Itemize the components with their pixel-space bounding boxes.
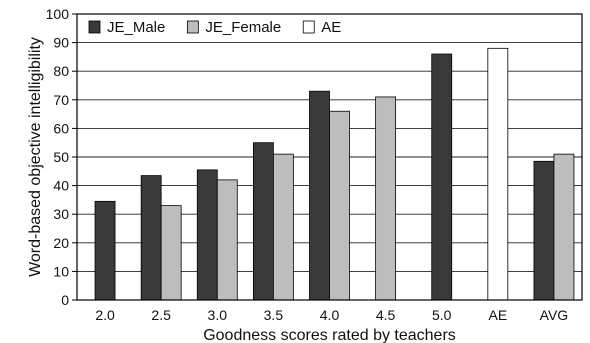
x-axis-ticks: 2.0 2.5 3.0 3.5 4.0 4.5 5.0 AE AVG [95, 307, 568, 323]
y-tick-label: 10 [53, 263, 69, 279]
bar-je-male-2-5 [140, 175, 162, 301]
y-tick-label: 0 [61, 292, 69, 308]
bar-je-female-4-5 [375, 96, 397, 301]
x-tick-label: 3.0 [208, 307, 228, 323]
x-axis-label: Goodness scores rated by teachers [203, 327, 456, 343]
bar-je-male-avg [533, 160, 555, 301]
bar-je-male-4-0 [309, 90, 330, 301]
y-tick-label: 40 [53, 178, 69, 194]
bars [94, 47, 575, 301]
x-tick-label: 3.5 [264, 307, 284, 323]
y-tick-label: 60 [53, 120, 69, 136]
x-tick-label: AVG [540, 307, 569, 323]
legend-swatch-je-female [186, 20, 199, 34]
y-tick-label: 30 [53, 206, 69, 222]
legend-swatch-ae [302, 20, 315, 34]
y-tick-label: 70 [53, 92, 69, 108]
y-tick-label: 80 [53, 63, 69, 79]
bar-je-male-5-0 [431, 53, 453, 301]
y-axis-label: Word-based objective intelligibility [27, 37, 44, 277]
x-tick-label: AE [488, 307, 507, 323]
y-tick-label: 50 [53, 149, 69, 165]
bar-je-male-3-5 [252, 142, 274, 301]
y-tick-label: 100 [46, 6, 70, 22]
legend-label: JE_Female [205, 19, 281, 36]
x-tick-label: 2.0 [95, 307, 115, 323]
bar-je-female-4-0 [329, 110, 350, 301]
bar-ae-ae [487, 47, 509, 301]
legend-label: AE [321, 19, 341, 36]
y-tick-label: 90 [53, 35, 69, 51]
legend-label: JE_Male [107, 19, 165, 36]
x-tick-label: 4.5 [376, 307, 396, 323]
y-tick-label: 20 [53, 235, 69, 251]
bar-je-female-3-0 [216, 179, 238, 301]
bar-je-male-2-0 [94, 200, 116, 301]
x-tick-label: 4.0 [320, 307, 340, 323]
x-tick-label: 5.0 [432, 307, 452, 323]
y-axis-ticks: 0 10 20 30 40 50 60 70 80 90 100 [46, 6, 77, 308]
bar-je-female-avg [553, 153, 575, 301]
legend: JE_Male JE_Female AE [88, 19, 341, 36]
bar-je-female-2-5 [160, 205, 182, 301]
legend-swatch-je-male [88, 20, 101, 34]
bar-je-female-3-5 [272, 153, 294, 301]
bar-je-male-3-0 [196, 169, 218, 301]
x-tick-label: 2.5 [151, 307, 171, 323]
